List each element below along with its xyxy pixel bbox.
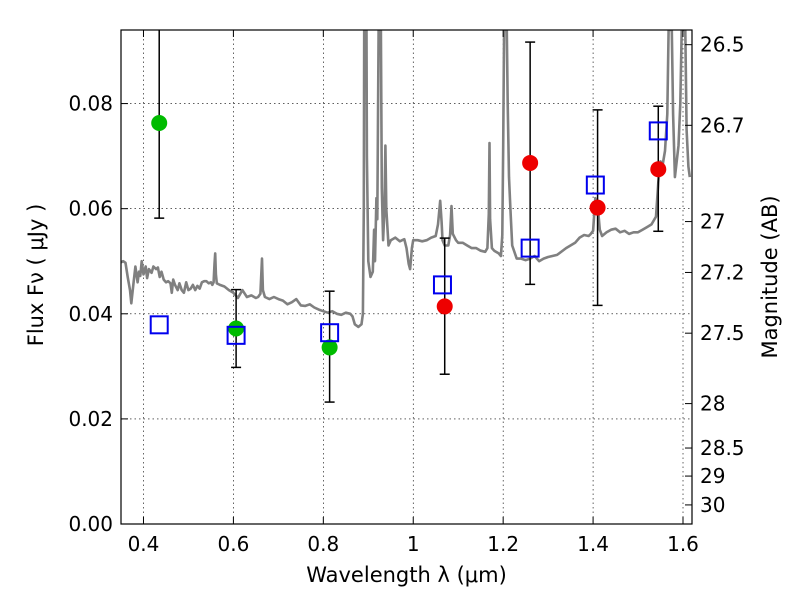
x-axis-label: Wavelength λ (μm) [306,563,507,587]
model-spectrum [121,30,692,329]
magnitude-tick-label: 27.5 [700,321,745,345]
tick-labels: 0.4 0.6 0.8 1 1.2 1.4 1.6 0.00 0.02 0.04 0.06 0.08 2… [68,33,744,556]
data-point-square [149,315,169,335]
data-point-circle [151,115,168,132]
magnitude-tick-label: 27 [700,210,725,234]
data-point-circle [650,161,667,178]
y-tick-label: 0.06 [68,197,113,221]
data-point-square [226,325,246,345]
data-markers [149,115,668,356]
magnitude-tick-label: 28 [700,392,725,416]
y-axis-label: Flux Fν ( μJy ) [24,204,48,347]
data-point-square [320,323,340,343]
data-point-circle [436,298,453,315]
plot-frame [120,29,693,525]
data-point-circle [228,320,245,337]
y-tick-label: 0.08 [68,92,113,116]
x-tick-label: 1.4 [577,532,609,556]
data-point-circle [589,199,606,216]
y-tick-label: 0.02 [68,407,113,431]
data-point-square [432,275,452,295]
data-point-square [520,238,540,258]
data-point-circle [321,339,338,356]
spectrum-line [121,30,692,329]
magnitude-axis-label: Magnitude (AB) [758,195,782,358]
magnitude-tick-label: 28.5 [700,436,745,460]
magnitude-tick-label: 29 [700,464,725,488]
x-tick-label: 0.4 [128,532,160,556]
x-tick-label: 1.6 [667,532,699,556]
axis-ticks [121,30,692,525]
magnitude-tick-label: 26.5 [700,33,745,57]
data-point-square [585,175,605,195]
x-tick-label: 1.2 [487,532,519,556]
magnitude-tick-label: 30 [700,493,725,517]
magnitude-tick-label: 26.7 [700,113,745,137]
data-point-square [648,121,668,141]
data-point-circle [522,154,539,171]
y-tick-label: 0.00 [68,512,113,536]
x-tick-label: 0.6 [217,532,249,556]
y-tick-label: 0.04 [68,302,113,326]
magnitude-tick-label: 27.2 [700,260,745,284]
x-tick-label: 1 [407,532,420,556]
x-tick-label: 0.8 [307,532,339,556]
